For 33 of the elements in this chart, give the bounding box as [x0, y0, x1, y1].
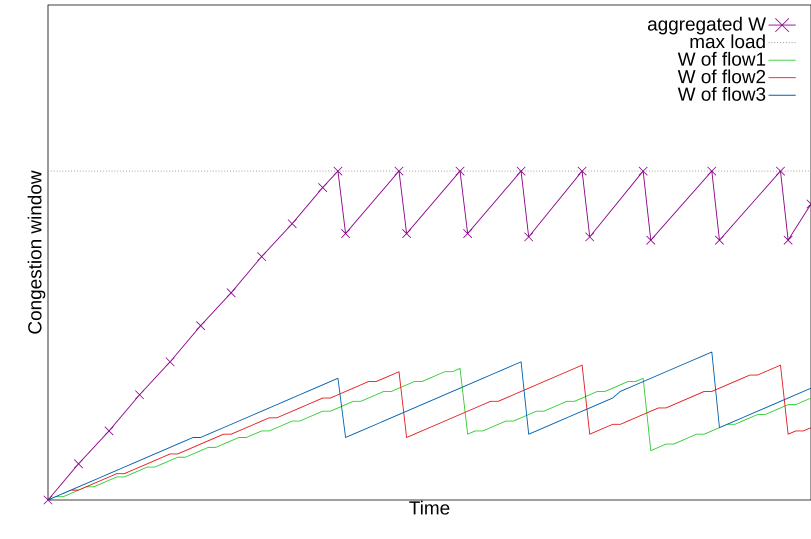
point	[288, 219, 297, 228]
legend-label: W of flow1	[678, 52, 766, 66]
point	[165, 357, 175, 366]
point	[455, 166, 465, 176]
legend-label: W of flow3	[678, 86, 766, 101]
point	[783, 236, 793, 245]
point	[524, 232, 534, 242]
point	[340, 228, 350, 238]
point	[257, 252, 266, 262]
point	[74, 459, 84, 468]
point	[638, 166, 648, 176]
point	[333, 166, 343, 176]
point	[585, 232, 594, 242]
point	[226, 288, 236, 298]
point	[516, 166, 526, 176]
x-axis-title: Time	[409, 500, 450, 515]
point	[43, 495, 53, 505]
point	[646, 236, 656, 245]
point	[104, 426, 114, 436]
point	[394, 166, 404, 176]
point	[402, 228, 412, 238]
legend-label: max load	[690, 34, 765, 48]
legend-label: aggregated W	[648, 16, 766, 34]
point	[134, 390, 144, 400]
point	[463, 228, 472, 238]
point	[707, 166, 716, 176]
y-axis-title: Congestion window	[28, 170, 46, 334]
point	[577, 166, 587, 176]
point	[318, 182, 328, 192]
legend-label: W of flow2	[678, 69, 766, 84]
point	[714, 236, 724, 245]
point	[776, 166, 786, 176]
point	[196, 321, 206, 330]
